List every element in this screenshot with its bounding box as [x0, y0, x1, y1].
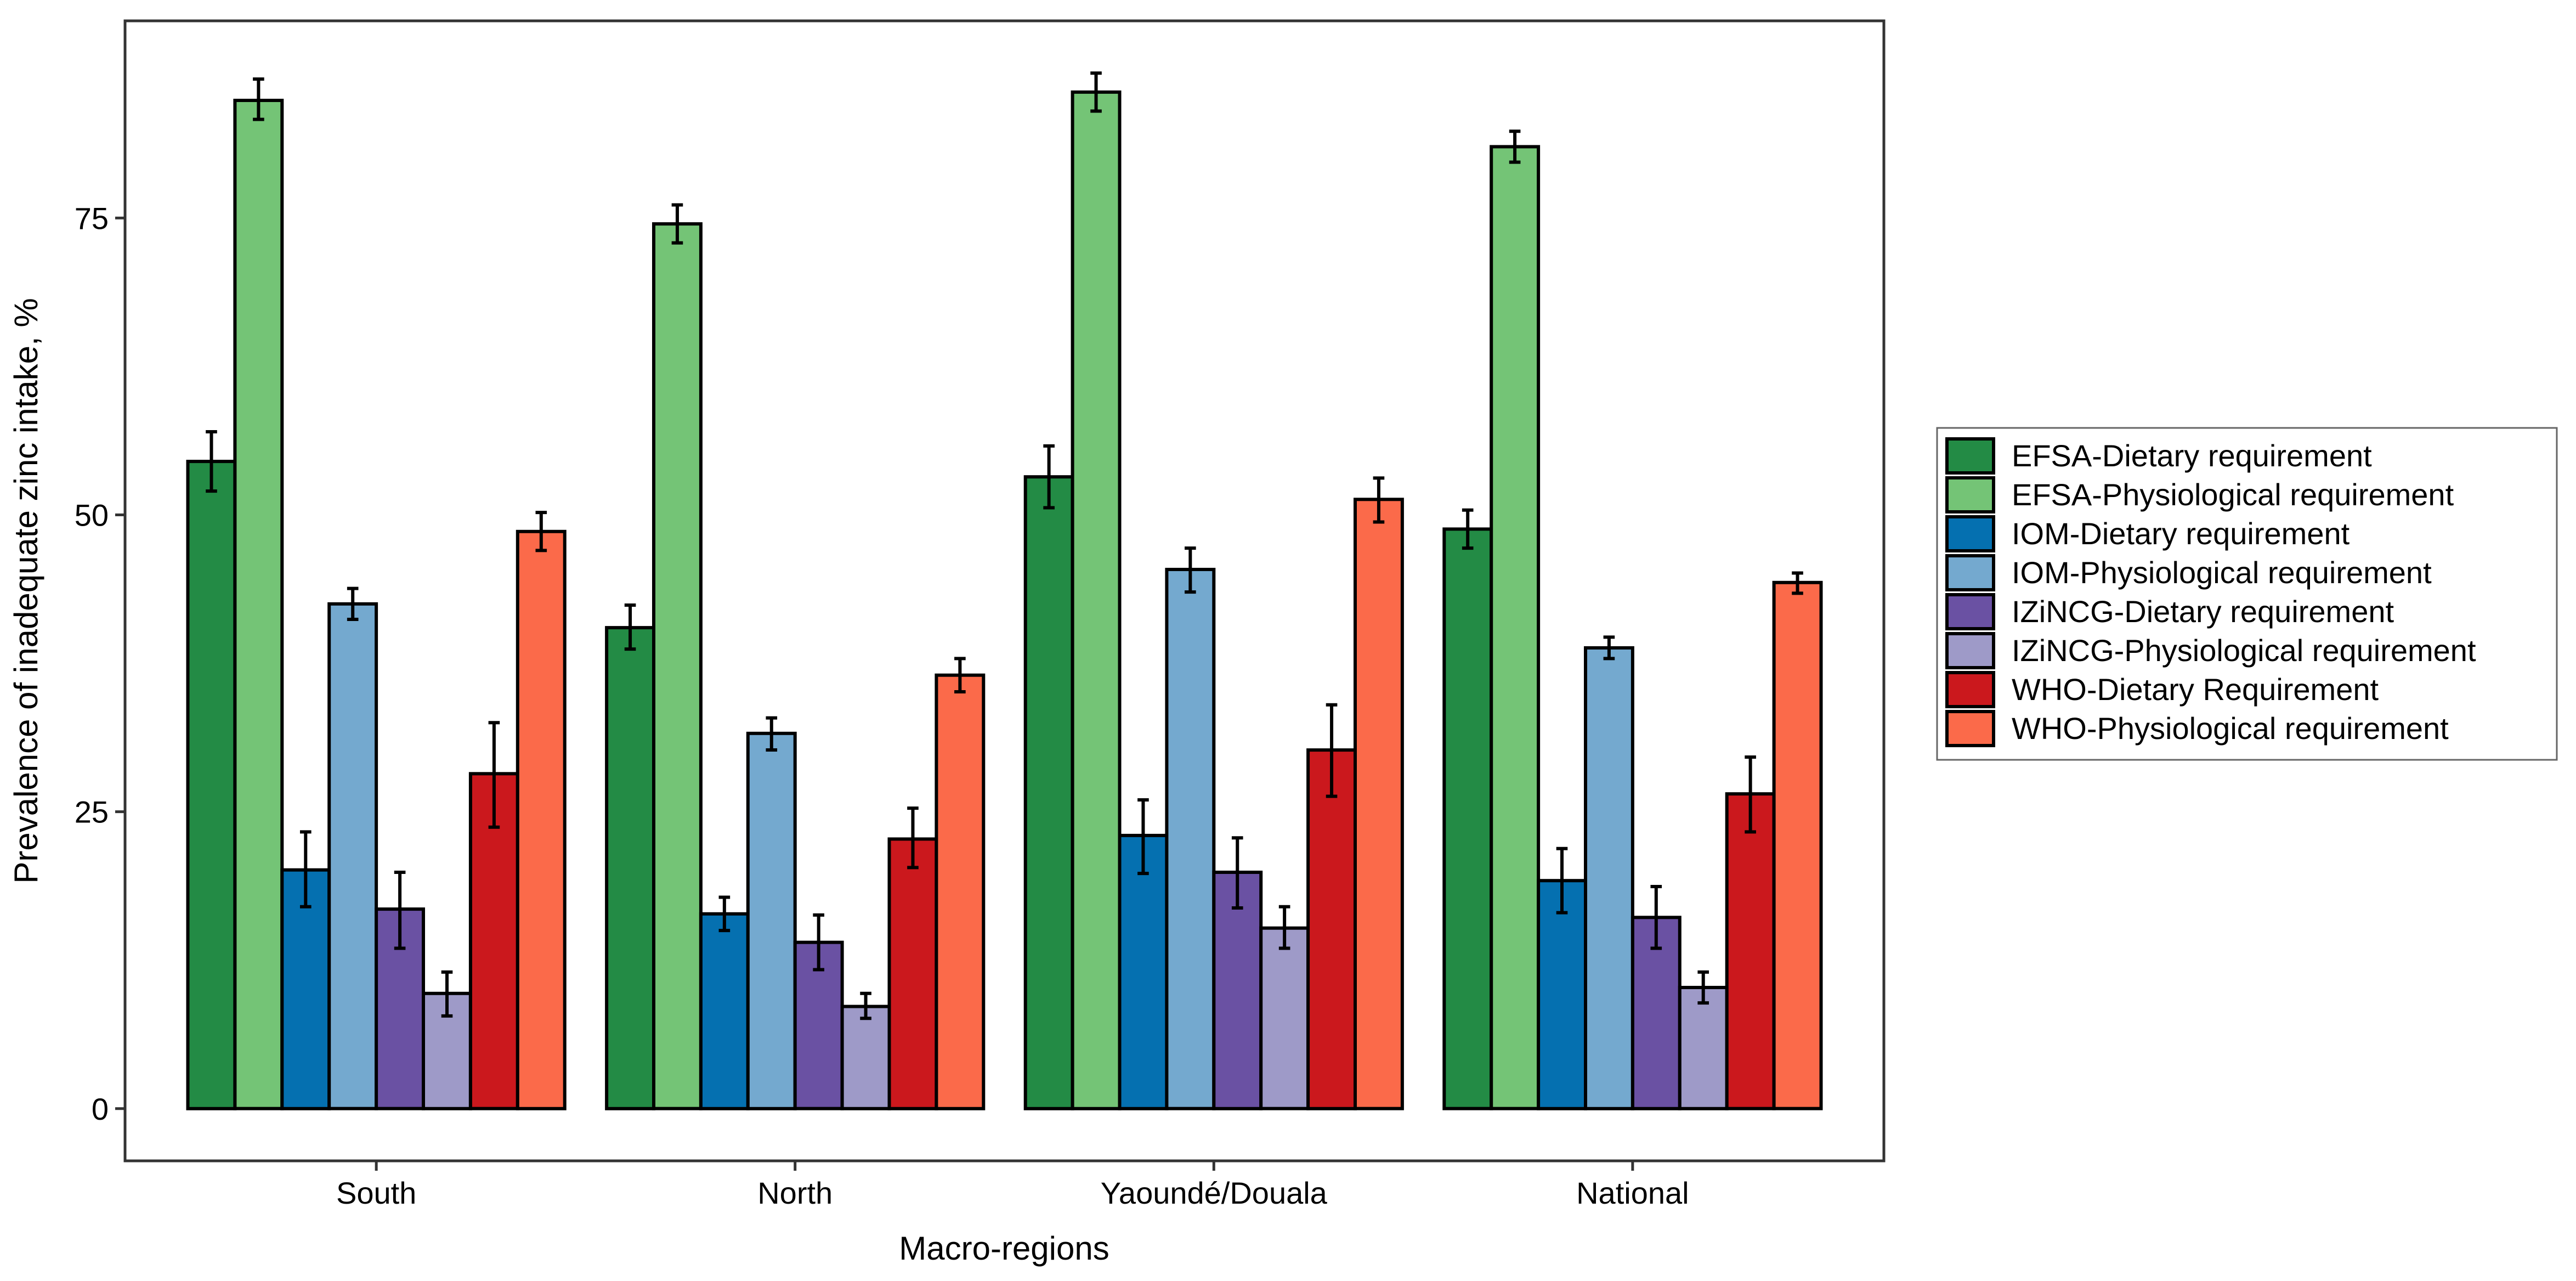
bar-who-dietary-requirement-2: [1306, 748, 1357, 1110]
error-bar-who-dietary-requirement-2: [1326, 703, 1338, 798]
y-tick-label-75: 75: [75, 201, 109, 235]
bar-iom-physiological-requirement-0: [327, 602, 378, 1110]
error-bar-efsa-dietary-requirement-3: [1462, 508, 1474, 550]
error-bar-efsa-dietary-requirement-2: [1043, 444, 1055, 510]
x-tick-label-2: Yaoundé/Douala: [1101, 1176, 1328, 1210]
error-bar-izincg-dietary-requirement-3: [1650, 884, 1662, 950]
bars-layer: [186, 71, 1823, 1110]
x-tick-label-3: National: [1576, 1176, 1689, 1210]
error-bar-iom-physiological-requirement-2: [1185, 546, 1196, 594]
y-tick-label-25: 25: [75, 795, 109, 829]
error-bar-who-physiological-requirement-2: [1373, 476, 1385, 524]
legend-swatch-izincg-physiological-requirement: [1945, 632, 1995, 669]
bar-izincg-physiological-requirement-3: [1678, 986, 1729, 1110]
error-bar-who-dietary-requirement-3: [1745, 755, 1756, 834]
legend-label-izincg-dietary-requirement: IZiNCG-Dietary requirement: [2012, 594, 2394, 629]
legend-box: [1936, 427, 2558, 761]
error-bar-efsa-dietary-requirement-1: [624, 603, 636, 651]
error-bar-who-dietary-requirement-1: [907, 806, 919, 870]
bar-efsa-dietary-requirement-1: [605, 626, 655, 1110]
bar-iom-physiological-requirement-1: [746, 731, 797, 1110]
bar-iom-physiological-requirement-3: [1584, 646, 1634, 1110]
bar-efsa-physiological-requirement-3: [1490, 145, 1541, 1110]
error-bar-izincg-dietary-requirement-1: [813, 913, 824, 972]
legend-swatch-who-dietary-requirement: [1945, 671, 1995, 708]
axes-layer: 0 25 50 75 South North Yaoundé/Douala National: [75, 201, 1689, 1210]
y-tick-label-50: 50: [75, 498, 109, 532]
error-bar-iom-dietary-requirement-3: [1556, 847, 1568, 915]
error-bar-izincg-dietary-requirement-0: [394, 871, 406, 950]
error-bar-izincg-physiological-requirement-0: [441, 970, 453, 1018]
bar-iom-dietary-requirement-1: [699, 912, 750, 1110]
bar-who-physiological-requirement-0: [516, 529, 567, 1110]
bar-efsa-dietary-requirement-3: [1442, 527, 1493, 1110]
error-bar-who-physiological-requirement-1: [954, 657, 966, 693]
error-bar-izincg-dietary-requirement-2: [1231, 836, 1243, 910]
legend-label-who-dietary-requirement: WHO-Dietary Requirement: [2012, 672, 2379, 707]
legend-swatch-efsa-dietary-requirement: [1945, 437, 1995, 475]
legend-label-who-physiological-requirement: WHO-Physiological requirement: [2012, 711, 2449, 746]
bar-efsa-physiological-requirement-0: [233, 99, 284, 1110]
error-bar-efsa-physiological-requirement-3: [1509, 129, 1521, 164]
bar-who-dietary-requirement-1: [887, 837, 938, 1110]
x-tick-label-0: South: [336, 1176, 416, 1210]
error-bar-who-dietary-requirement-0: [488, 721, 500, 829]
bar-who-physiological-requirement-3: [1772, 580, 1823, 1110]
error-bar-iom-dietary-requirement-0: [299, 830, 312, 908]
y-tick-label-0: 0: [92, 1092, 109, 1126]
error-bar-iom-dietary-requirement-1: [718, 895, 731, 933]
legend-swatch-iom-physiological-requirement: [1945, 554, 1995, 591]
bar-iom-dietary-requirement-3: [1537, 879, 1588, 1110]
error-bar-izincg-physiological-requirement-2: [1278, 905, 1290, 950]
legend-label-efsa-dietary-requirement: EFSA-Dietary requirement: [2012, 438, 2372, 473]
legend-label-iom-physiological-requirement: IOM-Physiological requirement: [2012, 555, 2432, 590]
bar-izincg-physiological-requirement-2: [1259, 926, 1310, 1110]
bar-iom-dietary-requirement-2: [1118, 833, 1169, 1110]
bar-who-dietary-requirement-3: [1725, 792, 1776, 1110]
legend-swatch-iom-dietary-requirement: [1945, 515, 1995, 552]
bar-efsa-dietary-requirement-2: [1023, 475, 1074, 1110]
error-bar-iom-dietary-requirement-2: [1137, 798, 1149, 876]
error-bar-efsa-dietary-requirement-0: [206, 430, 217, 493]
legend-label-iom-dietary-requirement: IOM-Dietary requirement: [2012, 516, 2350, 551]
bar-who-physiological-requirement-1: [935, 673, 986, 1110]
legend-swatch-efsa-physiological-requirement: [1945, 476, 1995, 513]
legend-label-izincg-physiological-requirement: IZiNCG-Physiological requirement: [2012, 633, 2476, 668]
x-axis-title: Macro-regions: [899, 1230, 1109, 1267]
error-bar-efsa-physiological-requirement-2: [1090, 71, 1102, 113]
error-bar-who-physiological-requirement-0: [535, 511, 547, 552]
error-bar-izincg-physiological-requirement-3: [1697, 970, 1709, 1005]
y-axis-title: Prevalence of inadequate zinc intake, %: [8, 298, 44, 883]
legend-label-efsa-physiological-requirement: EFSA-Physiological requirement: [2012, 477, 2454, 512]
legend-swatch-who-physiological-requirement: [1945, 710, 1995, 747]
bar-iom-physiological-requirement-2: [1165, 568, 1216, 1110]
error-bar-iom-physiological-requirement-3: [1603, 635, 1615, 661]
legend-swatch-izincg-dietary-requirement: [1945, 593, 1995, 630]
bar-efsa-dietary-requirement-0: [186, 460, 237, 1110]
error-bar-efsa-physiological-requirement-0: [253, 77, 264, 121]
x-tick-label-1: North: [757, 1176, 833, 1210]
error-bar-iom-physiological-requirement-0: [347, 586, 359, 621]
bar-izincg-physiological-requirement-1: [840, 1005, 891, 1110]
error-bar-iom-physiological-requirement-1: [766, 716, 778, 752]
legend: EFSA-Dietary requirement EFSA-Physiologic…: [1936, 427, 2558, 761]
bar-efsa-physiological-requirement-2: [1071, 90, 1122, 1110]
bar-who-physiological-requirement-2: [1354, 498, 1404, 1110]
bar-efsa-physiological-requirement-1: [652, 222, 703, 1110]
error-bar-who-physiological-requirement-3: [1792, 571, 1803, 595]
error-bar-izincg-physiological-requirement-1: [860, 991, 871, 1020]
error-bar-efsa-physiological-requirement-1: [671, 203, 683, 245]
